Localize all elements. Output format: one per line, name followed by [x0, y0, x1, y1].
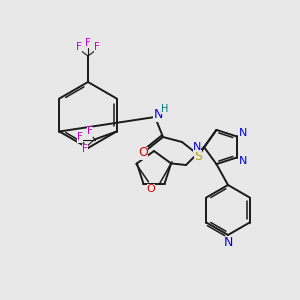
Text: F: F	[94, 42, 100, 52]
Text: O: O	[147, 184, 155, 194]
Text: N: N	[239, 156, 248, 166]
Text: O: O	[138, 146, 148, 160]
Text: N: N	[239, 128, 248, 138]
Text: H: H	[161, 104, 169, 114]
Text: N: N	[153, 109, 163, 122]
Text: N: N	[223, 236, 233, 250]
Text: F: F	[87, 127, 92, 136]
Text: F: F	[76, 42, 82, 52]
Text: N: N	[193, 142, 201, 152]
Text: F: F	[76, 133, 82, 142]
Text: F: F	[82, 143, 88, 154]
Text: F: F	[85, 38, 91, 48]
Text: S: S	[194, 149, 202, 163]
